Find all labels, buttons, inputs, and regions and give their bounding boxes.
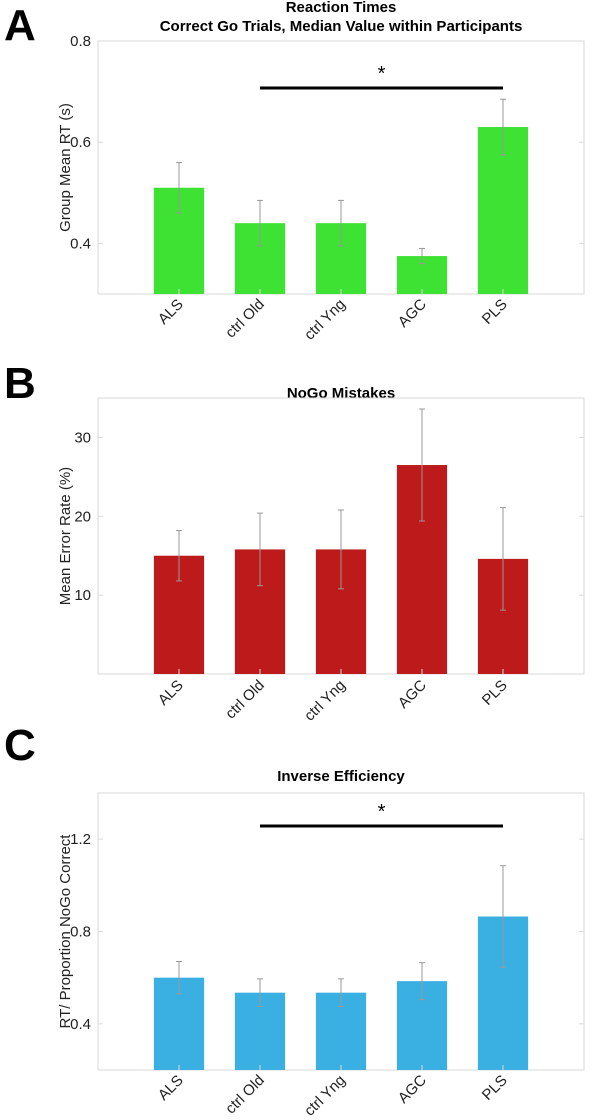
chart-title: Reaction Times (286, 0, 397, 16)
x-tick-label: ALS (155, 1072, 187, 1104)
x-tick-label: PLS (479, 677, 511, 709)
significance-star: * (378, 63, 386, 85)
x-tick-label: AGC (395, 296, 430, 331)
y-tick-label: 20 (74, 508, 91, 525)
y-axis-label: RT/ Proportion NoGo Correct (57, 834, 74, 1029)
significance-star: * (378, 801, 386, 823)
panel-c: C Inverse Efficiency 0.4 0.8 1.2RT/ Proporti… (4, 721, 585, 1120)
x-tick-label: ctrl Old (222, 677, 268, 723)
panel-b: B NoGo Mistakes 10 20 30 Mean Error Rate (%) A… (4, 359, 585, 725)
x-tick-label: PLS (479, 296, 511, 328)
y-tick-label: 30 (74, 429, 91, 446)
panel-letter: C (4, 721, 36, 770)
chart-subtitle: Correct Go Trials, Median Value within P… (160, 18, 523, 35)
y-axis-label: Group Mean RT (s) (57, 103, 74, 232)
x-tick-label: ctrl Yng (301, 1072, 349, 1120)
x-tick-label: ctrl Yng (301, 677, 349, 725)
panel-letter: B (4, 359, 36, 408)
y-tick-label: 0.6 (70, 134, 91, 151)
y-tick-label: 0.4 (70, 235, 91, 252)
y-tick-label: 1.2 (70, 831, 91, 848)
x-tick-label: ctrl Old (222, 1072, 268, 1118)
chart-title: NoGo Mistakes (287, 385, 395, 402)
x-tick-label: AGC (395, 1072, 430, 1107)
y-tick-label: 0.8 (70, 924, 91, 941)
x-tick-label: ALS (155, 677, 187, 709)
x-tick-label: ctrl Old (222, 296, 268, 342)
chart-title: Inverse Efficiency (277, 768, 405, 785)
x-tick-label: ALS (155, 296, 187, 328)
y-tick-label: 0.4 (70, 1016, 91, 1033)
y-axis-label: Mean Error Rate (%) (57, 467, 74, 605)
x-tick-label: AGC (395, 677, 430, 712)
x-tick-label: PLS (479, 1072, 511, 1104)
panel-a: A Reaction Times Correct Go Trials, Median… (4, 0, 585, 344)
panel-letter: A (4, 1, 36, 50)
y-tick-label: 10 (74, 587, 91, 604)
x-tick-label: ctrl Yng (301, 296, 349, 344)
y-tick-label: 0.8 (70, 33, 91, 50)
